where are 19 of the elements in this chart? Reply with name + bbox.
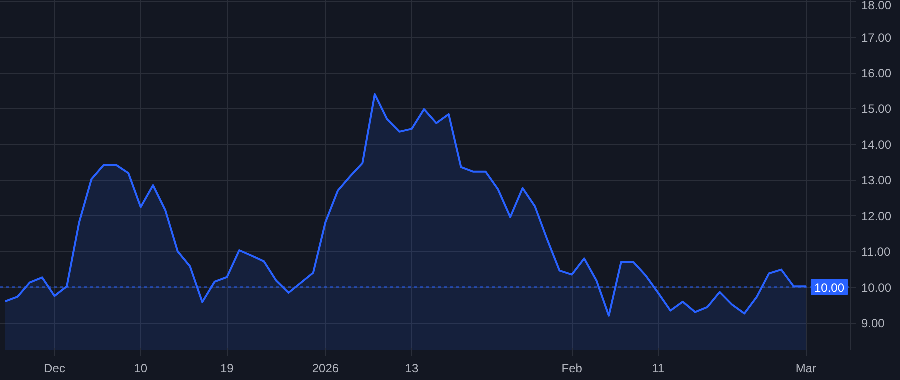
x-tick-label: Feb [562, 362, 583, 376]
y-tick-label: 14.00 [862, 138, 892, 152]
y-tick-label: 12.00 [862, 209, 892, 224]
x-tick-label: 10 [134, 362, 148, 376]
x-tick-label: 13 [405, 362, 419, 376]
y-tick-label: 13.00 [862, 174, 892, 188]
x-tick-label: Dec [44, 362, 66, 376]
y-tick-label: 15.00 [862, 102, 892, 116]
x-tick-label: 11 [652, 362, 665, 376]
y-tick-label: 16.00 [862, 66, 892, 80]
y-tick-label: 17.00 [862, 30, 892, 45]
x-tick-label: 2026 [312, 362, 340, 376]
y-tick-label: 11.00 [862, 245, 891, 260]
y-tick-label: 10.00 [862, 280, 892, 295]
y-tick-label: 9.00 [862, 316, 886, 330]
x-tick-label: Mar [796, 362, 816, 376]
ref-line-label: 10.00 [814, 280, 845, 295]
y-tick-label: 18.00 [862, 0, 892, 12]
x-tick-label: 19 [220, 362, 234, 376]
